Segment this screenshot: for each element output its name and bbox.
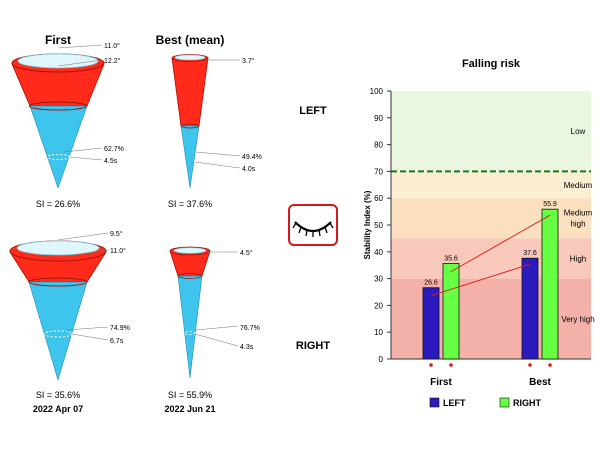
cone-first-left: 11.0° 12.2° 62.7% 4.5s SI = 26.6%	[11, 42, 124, 209]
cone-first-right: 9.5° 11.0° 74.9% 6.7s SI = 35.6%	[9, 230, 130, 400]
y-tick-label: 30	[374, 275, 383, 284]
bar-left	[422, 287, 440, 360]
cone-label: 11.0°	[104, 42, 120, 50]
trend-line-left	[430, 263, 531, 297]
date-first: 2022 Apr 07	[33, 404, 83, 414]
bar-marker	[429, 363, 433, 367]
date-best: 2022 Jun 21	[164, 404, 215, 414]
bar-marker	[449, 363, 453, 367]
trend-line-right	[450, 214, 551, 272]
cone-label: 49.4%	[242, 154, 262, 161]
y-tick-label: 60	[374, 194, 383, 203]
risk-zone	[391, 198, 591, 239]
y-tick-label: 10	[374, 328, 383, 337]
cone-label: 12.2°	[104, 57, 121, 65]
legend-swatch	[499, 397, 510, 408]
si-best-right: SI = 55.9%	[168, 390, 212, 400]
cone-label: 4.3s	[240, 344, 254, 351]
bar-right	[442, 263, 460, 360]
legend-swatch	[429, 397, 440, 408]
cone-best-left: 3.7° 49.4% 4.0s SI = 37.6%	[168, 54, 262, 209]
bar-value-label: 37.6	[523, 250, 537, 257]
cone-label: 76.7%	[240, 325, 260, 332]
zone-label: High	[570, 255, 586, 264]
bar-marker	[528, 363, 532, 367]
si-first-right: SI = 35.6%	[36, 390, 80, 400]
cone-label: 74.9%	[110, 325, 130, 332]
y-tick-label: 0	[379, 355, 384, 364]
bar-value-label: 55.9	[543, 201, 557, 208]
bar-value-label: 26.6	[424, 280, 438, 287]
chart-title: Falling risk	[462, 58, 521, 70]
y-axis-label: Stability Index (%)	[363, 190, 372, 259]
y-tick-label: 90	[374, 114, 383, 123]
risk-zone	[391, 238, 591, 279]
si-best-left: SI = 37.6%	[168, 199, 212, 209]
legend-label: LEFT	[443, 398, 466, 408]
bar-marker	[548, 363, 552, 367]
header-best: Best (mean)	[156, 33, 225, 47]
zone-label: Very high	[561, 315, 594, 324]
cone-label: 9.5°	[110, 230, 123, 238]
cone-label: 4.0s	[242, 166, 256, 173]
y-tick-label: 70	[374, 167, 383, 176]
zone-label: high	[570, 219, 585, 228]
y-tick-label: 50	[374, 221, 383, 230]
side-right-label: RIGHT	[296, 340, 331, 352]
closed-eye-icon	[288, 204, 338, 246]
bar-right	[541, 208, 559, 360]
y-tick-label: 80	[374, 141, 383, 150]
x-category-label: Best	[529, 377, 551, 388]
zone-label: Medium	[564, 208, 593, 217]
cone-label: 4.5s	[104, 158, 118, 165]
header-first: First	[45, 33, 71, 47]
legend-label: RIGHT	[513, 398, 542, 408]
zone-label: Low	[571, 127, 586, 136]
cone-best-right: 4.5° 76.7% 4.3s SI = 55.9%	[168, 246, 260, 400]
risk-zone	[391, 171, 591, 199]
falling-risk-chart: Falling risk Very high High Medium high Mediu…	[363, 58, 595, 408]
zone-label: Medium	[564, 181, 593, 190]
side-left-label: LEFT	[299, 105, 327, 117]
si-first-left: SI = 26.6%	[36, 199, 80, 209]
cone-label: 62.7%	[104, 146, 124, 153]
y-tick-label: 100	[370, 87, 384, 96]
x-category-label: First	[430, 377, 452, 388]
bar-left	[521, 257, 539, 360]
cone-label: 6.7s	[110, 338, 124, 345]
cone-label: 4.5°	[240, 249, 253, 257]
y-tick-label: 20	[374, 301, 383, 310]
cone-label: 11.0°	[110, 247, 126, 255]
risk-zone	[391, 91, 591, 172]
bar-value-label: 35.6	[444, 256, 458, 263]
y-tick-label: 40	[374, 248, 383, 257]
cone-label: 3.7°	[242, 57, 255, 65]
